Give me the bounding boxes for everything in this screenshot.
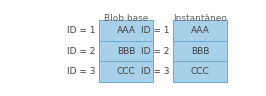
Bar (173, 61, 227, 82)
Bar (173, 41, 227, 61)
Bar (173, 20, 227, 41)
Text: Instantâneo: Instantâneo (173, 14, 227, 23)
Text: BBB: BBB (117, 47, 135, 56)
Bar (99, 20, 153, 41)
Text: ID = 2: ID = 2 (141, 47, 169, 56)
Bar (99, 41, 153, 61)
Text: BBB: BBB (191, 47, 209, 56)
Text: ID = 3: ID = 3 (141, 67, 169, 76)
Text: ID = 3: ID = 3 (66, 67, 95, 76)
Text: ID = 1: ID = 1 (66, 26, 95, 35)
Text: CCC: CCC (117, 67, 135, 76)
Text: CCC: CCC (191, 67, 210, 76)
Bar (99, 61, 153, 82)
Text: AAA: AAA (191, 26, 210, 35)
Text: ID = 1: ID = 1 (141, 26, 169, 35)
Text: ID = 2: ID = 2 (67, 47, 95, 56)
Text: AAA: AAA (117, 26, 135, 35)
Text: Blob base: Blob base (104, 14, 148, 23)
